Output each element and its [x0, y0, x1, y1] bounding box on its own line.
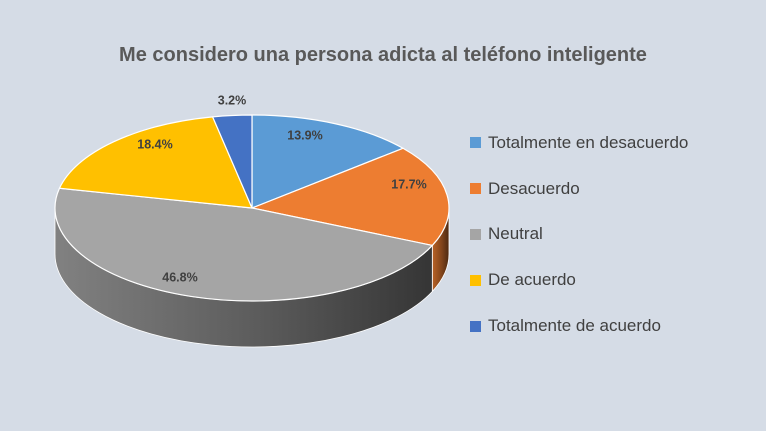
pie-slice-neutral [54, 187, 433, 302]
legend-label: Totalmente de acuerdo [488, 316, 661, 336]
pie-slice-totalmente-en-desacuerdo [251, 114, 404, 209]
legend-swatch [470, 274, 481, 286]
legend-item-de-acuerdo: De acuerdo [470, 257, 688, 303]
chart-title: Me considero una persona adicta al teléf… [119, 44, 647, 66]
data-label-desacuerdo: 17.7% [391, 177, 426, 191]
pie-slice-de-acuerdo [58, 116, 253, 209]
data-label-totalmente-de-acuerdo: 3.2% [218, 93, 247, 107]
legend-item-totalmente-de-acuerdo: Totalmente de acuerdo [470, 303, 688, 349]
legend-item-totalmente-en-desacuerdo: Totalmente en desacuerdo [470, 120, 688, 166]
legend-label: Totalmente en desacuerdo [488, 132, 689, 152]
pie-slice-desacuerdo [251, 147, 450, 247]
legend-swatch [470, 320, 481, 332]
pie-top [54, 114, 450, 302]
legend-label: De acuerdo [488, 270, 576, 290]
data-label-totalmente-en-desacuerdo: 13.9% [287, 128, 322, 142]
legend-label: Neutral [488, 224, 543, 244]
legend-item-desacuerdo: Desacuerdo [470, 166, 688, 212]
legend-swatch [470, 228, 481, 240]
legend-label: Desacuerdo [488, 178, 580, 198]
legend-item-neutral: Neutral [470, 212, 688, 258]
legend-swatch [470, 137, 481, 149]
legend-swatch [470, 183, 481, 195]
legend: Totalmente en desacuerdo Desacuerdo Neutra… [470, 120, 688, 349]
data-label-de-acuerdo: 18.4% [137, 137, 172, 151]
data-label-neutral: 46.8% [162, 270, 197, 284]
pie-slice-totalmente-de-acuerdo [212, 114, 253, 209]
